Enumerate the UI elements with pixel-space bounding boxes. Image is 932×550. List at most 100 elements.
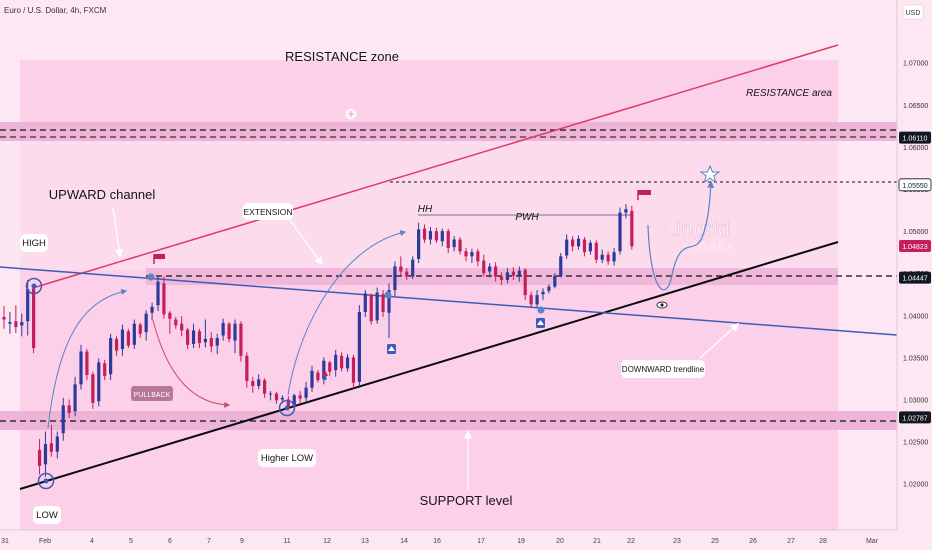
time-tick-label: 20 (556, 538, 564, 545)
time-tick-label: Mar (866, 538, 879, 545)
candle-body (547, 286, 551, 291)
candle-body (511, 271, 515, 276)
candle-body (405, 271, 409, 277)
candle (357, 305, 361, 387)
candle (452, 236, 456, 252)
candle (553, 273, 557, 289)
candle (32, 287, 36, 354)
price-tick-label: 1.02500 (903, 440, 928, 447)
candle-body (565, 239, 569, 256)
time-tick-label: 13 (361, 538, 369, 545)
time-tick-label: 4 (90, 538, 94, 545)
candle-body (334, 354, 338, 371)
extension-label: EXTENSION (243, 207, 292, 217)
time-tick-label: 23 (673, 538, 681, 545)
candle-body (576, 238, 581, 247)
candle (582, 237, 587, 257)
candle (505, 268, 510, 284)
candle (612, 247, 616, 266)
candle (381, 290, 385, 317)
candle-body (499, 276, 504, 280)
breakout-zone-band (146, 268, 838, 285)
candle-body (251, 380, 255, 387)
time-tick-label: 17 (477, 538, 485, 545)
candle-body (263, 380, 267, 394)
candle (600, 249, 604, 264)
candle-body (517, 270, 521, 276)
candle (298, 391, 302, 403)
candle (571, 236, 575, 252)
candle (191, 323, 196, 349)
candle-body (132, 323, 136, 345)
candle-body (523, 269, 527, 296)
time-tick-label: 25 (711, 538, 719, 545)
candle-body (458, 239, 462, 252)
pullback-box (131, 386, 173, 401)
candle-body (233, 323, 237, 341)
candle-body (618, 212, 622, 252)
candle-body (505, 272, 510, 280)
candle-body (553, 275, 557, 287)
swing-curve-2 (287, 230, 407, 396)
candle (85, 348, 89, 381)
candle-body (85, 351, 89, 376)
time-tick-label: 31 (1, 538, 9, 545)
swing-curve-1 (47, 289, 128, 429)
candle (517, 266, 521, 282)
candle-body (600, 254, 604, 260)
price-label-box (899, 271, 931, 284)
candle (91, 371, 95, 409)
candle (156, 276, 160, 312)
candle-body (180, 323, 184, 331)
candle-body (221, 322, 225, 336)
time-tick-label: 6 (168, 538, 172, 545)
candle-body (428, 231, 433, 240)
candle (316, 370, 320, 383)
candle (186, 327, 190, 349)
candle (257, 374, 261, 390)
candle-body (67, 405, 71, 413)
candle (20, 313, 24, 337)
candle (594, 240, 598, 264)
candle-body (268, 393, 273, 395)
candle-body (298, 395, 302, 399)
candle (369, 293, 373, 325)
candle (363, 290, 367, 317)
candle-body (174, 319, 178, 326)
candle-body (316, 372, 320, 381)
price-label-text: 1.06110 (903, 136, 928, 143)
candle (227, 322, 231, 343)
candle (393, 261, 397, 296)
candle (49, 424, 53, 457)
candle-body (559, 256, 563, 276)
higher-low-marker (278, 399, 296, 417)
candle-body (286, 399, 290, 407)
price-label: 1.04823 (899, 240, 931, 253)
candle (547, 284, 551, 294)
candle (251, 376, 255, 393)
candle (428, 226, 433, 245)
candle (458, 237, 462, 255)
candle-body (191, 330, 196, 344)
candle (97, 358, 101, 407)
candle-body (8, 322, 12, 324)
candle-body (470, 252, 474, 257)
candle-body (197, 331, 202, 344)
candle-body (345, 357, 350, 369)
candle (630, 205, 634, 250)
candle-body (120, 329, 125, 349)
support-zone-band (0, 411, 897, 430)
low-pivot-marker (37, 472, 55, 490)
time-axis[interactable] (0, 530, 897, 550)
candle-body (541, 291, 545, 295)
candle (180, 316, 184, 337)
candle (55, 431, 59, 459)
low-pivot-dot (43, 478, 49, 484)
price-label: 1.02787 (899, 411, 931, 424)
candle (511, 267, 515, 280)
candle (174, 316, 178, 329)
time-tick-label: 21 (593, 538, 601, 545)
symbol-title: Euro / U.S. Dollar, 4h, FXCM (4, 6, 107, 15)
candle-body (280, 397, 284, 400)
